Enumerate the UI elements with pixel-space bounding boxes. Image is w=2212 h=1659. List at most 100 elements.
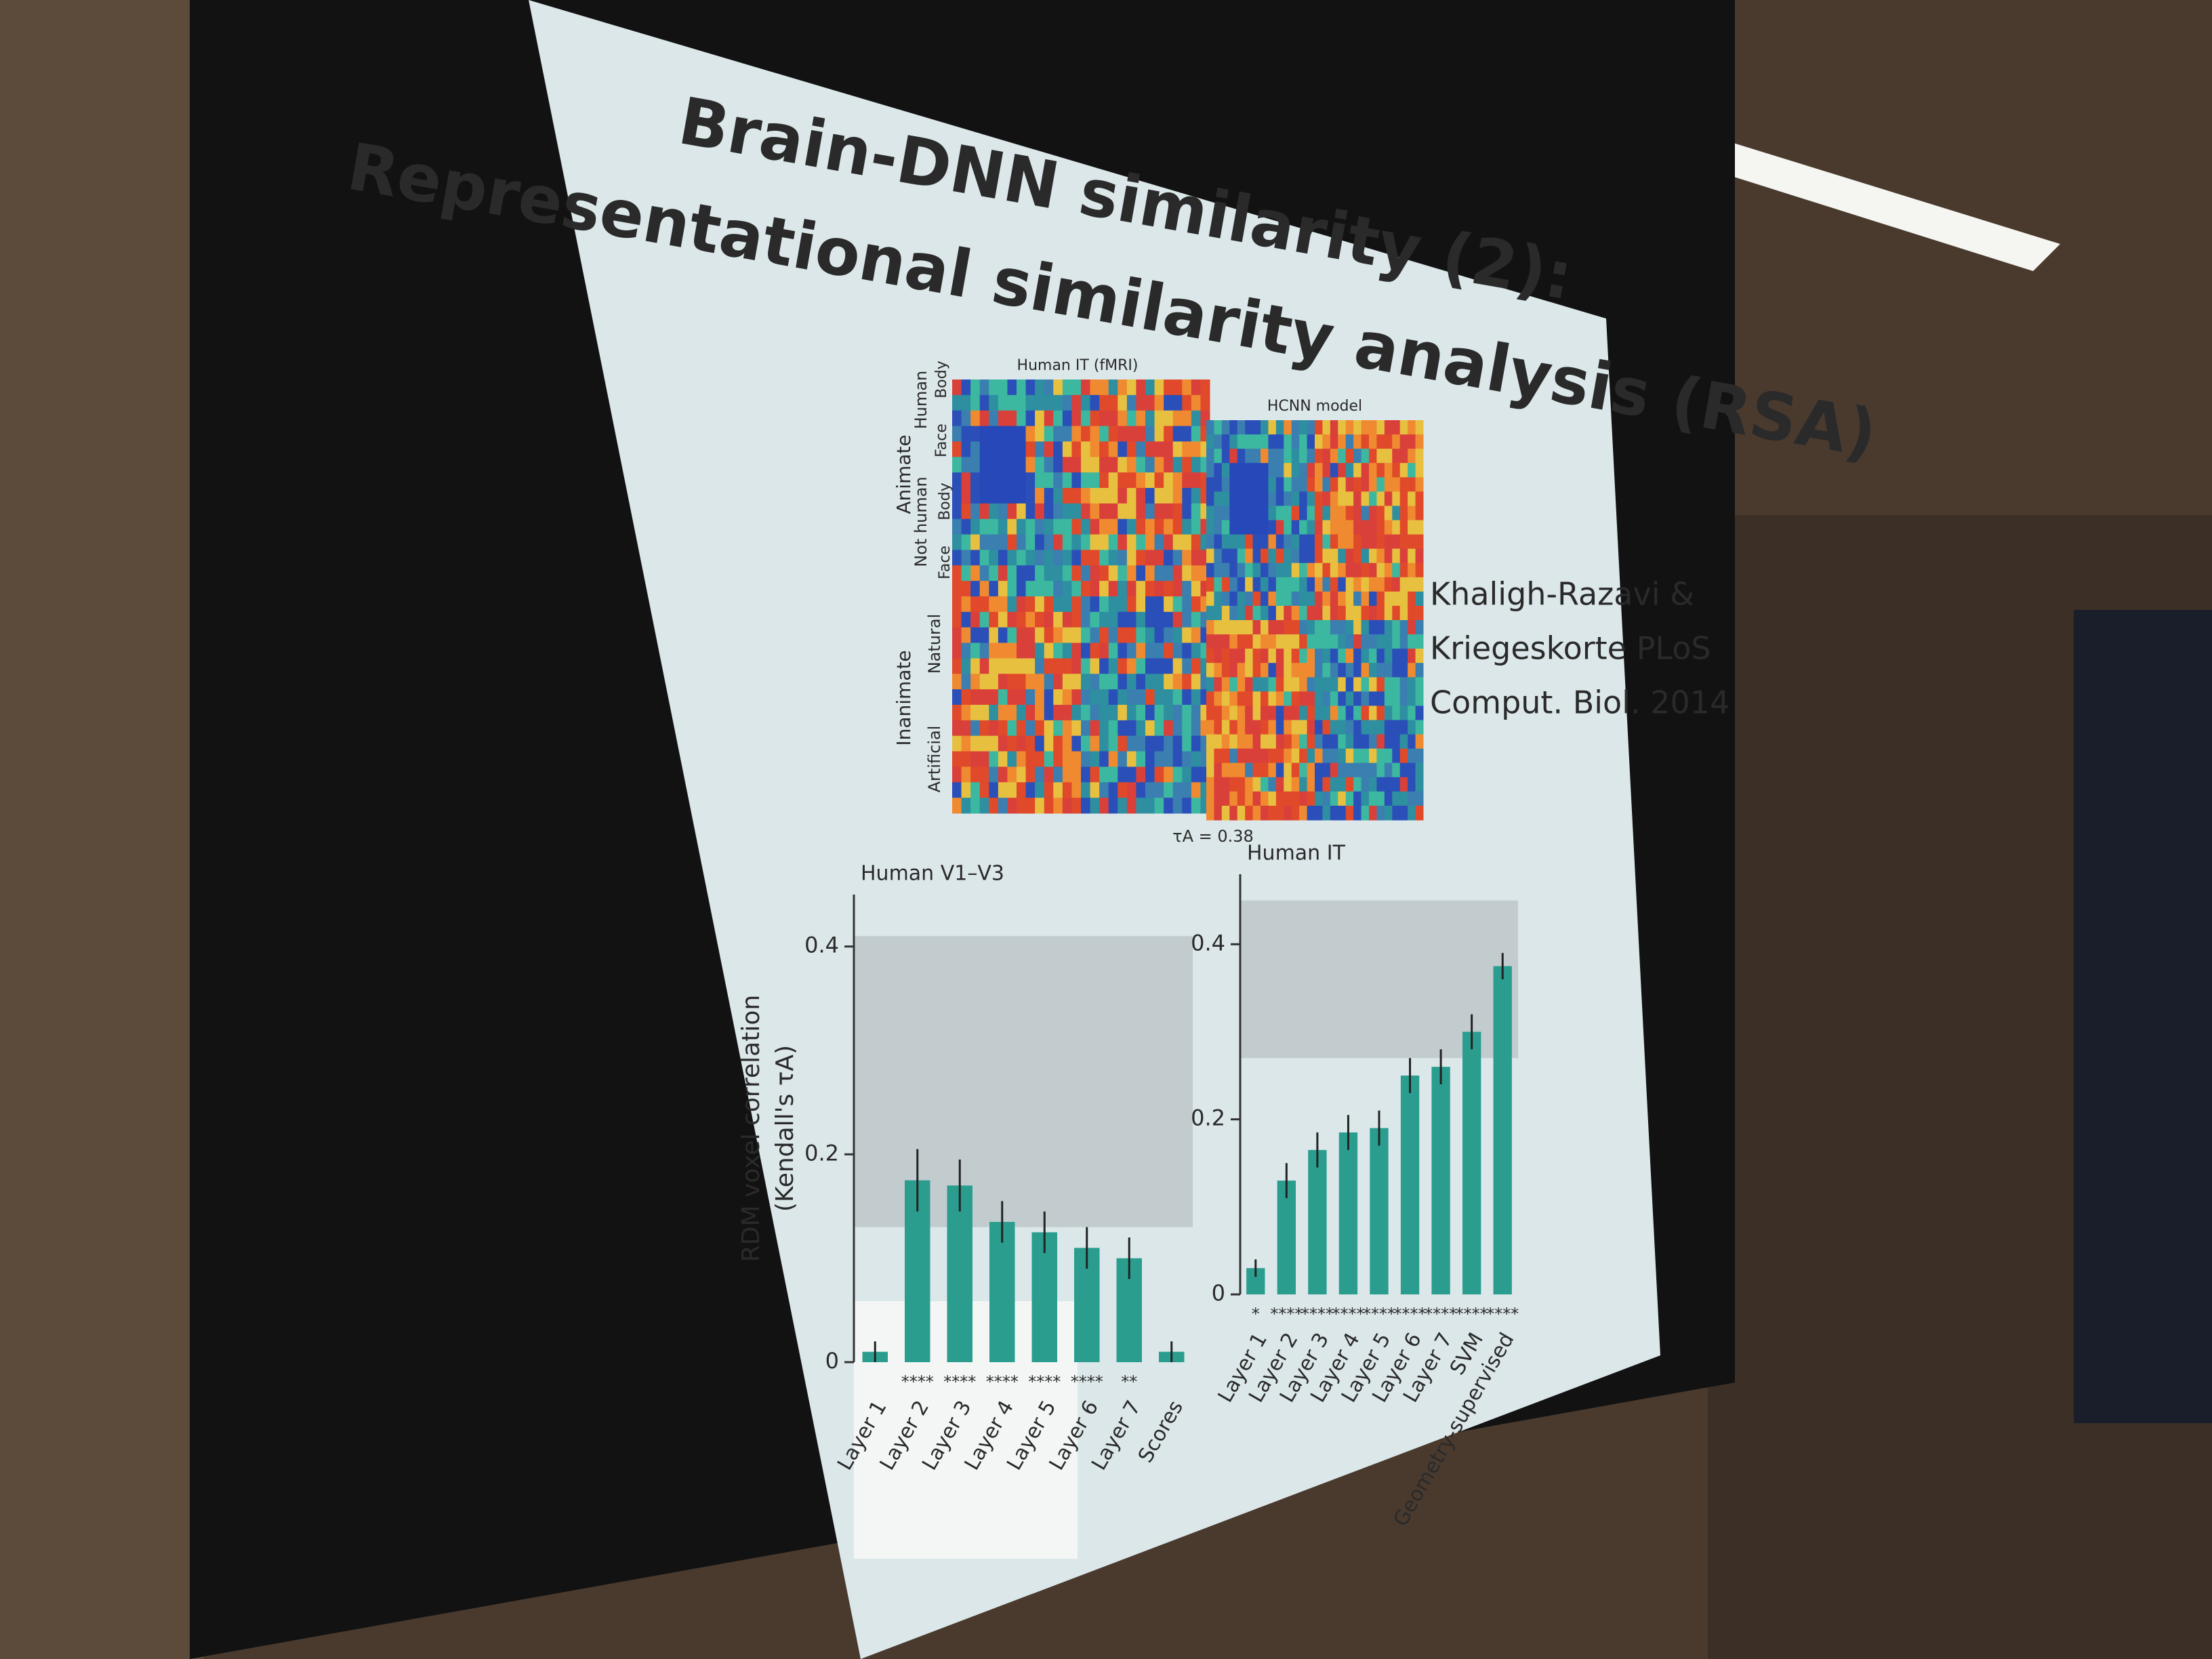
rdm-cell [1206, 791, 1214, 806]
rdm-cell [952, 798, 962, 814]
rdm-cell [1071, 689, 1082, 705]
rdm-cell [1017, 472, 1027, 489]
rdm-cell [1268, 748, 1277, 764]
rdm-cell [1053, 410, 1063, 427]
rdm-cell [1229, 791, 1238, 806]
rdm-cell [1299, 762, 1308, 778]
rdm-cell [1330, 677, 1338, 692]
rdm-cell [1261, 562, 1269, 578]
rdm-cell [1053, 457, 1063, 473]
rdm-cell [1384, 634, 1393, 649]
rdm-cell [1214, 649, 1223, 663]
rdm-cell [989, 550, 999, 566]
rdm-cell [1345, 805, 1354, 821]
rdm-cell [1376, 506, 1385, 520]
rdm-cell [1399, 748, 1408, 764]
rdm-cell [1345, 463, 1354, 478]
rdm-cell [1136, 611, 1146, 628]
rdm-cell [1315, 663, 1323, 678]
rdm-cell [952, 596, 962, 613]
rdm-cell [1007, 518, 1017, 535]
rdm-cell [1108, 441, 1118, 457]
rdm-cell [1392, 634, 1401, 649]
y-axis-label: (Kendall's τA) [771, 1045, 799, 1212]
rdm-cell [1245, 620, 1254, 635]
rdm-cell [1307, 720, 1315, 735]
rdm-cell [1399, 605, 1408, 621]
rdm-cell [1191, 550, 1201, 566]
rdm-cell [952, 518, 962, 535]
rdm-cell [1017, 565, 1027, 581]
rdm-cell [1099, 550, 1109, 566]
rdm-cell [1322, 605, 1331, 621]
rdm-cell [1191, 581, 1201, 597]
rdm-cell [1118, 488, 1128, 504]
rdm-cell [1237, 605, 1246, 621]
rdm-cell [1081, 394, 1091, 411]
rdm-cell [1361, 734, 1370, 750]
rdm-cell [952, 565, 962, 581]
rdm-cell [1330, 520, 1338, 535]
rdm-cell [1099, 689, 1109, 705]
rdm-cell [1053, 689, 1063, 705]
rdm-cell [998, 380, 1008, 396]
rdm-cell [1090, 380, 1100, 396]
rdm-cell [1345, 720, 1354, 735]
rdm-cell [1191, 689, 1201, 705]
rdm-cell [1345, 520, 1354, 535]
rdm-cell [1007, 705, 1017, 721]
significance: **** [986, 1372, 1019, 1391]
rdm-cell [1136, 503, 1146, 520]
rdm-cell [1071, 488, 1082, 504]
rdm-cell [1007, 457, 1017, 473]
rdm-cell [1214, 777, 1223, 792]
rdm-cell [1007, 766, 1017, 783]
rdm-cell [998, 751, 1008, 767]
rdm-cell [1035, 518, 1045, 535]
rdm-cell [1191, 782, 1201, 798]
rdm-cell [1206, 477, 1214, 492]
rdm-cell [1275, 548, 1284, 564]
rdm-cell [1399, 463, 1408, 478]
rdm-cell [1071, 705, 1082, 721]
rdm-cell [1376, 720, 1385, 735]
rdm-cell [1062, 394, 1072, 411]
rdm-cell [1007, 426, 1017, 442]
rdm-cell [1252, 591, 1261, 607]
rdm-cell [1284, 548, 1292, 564]
rdm-cell [1237, 548, 1246, 564]
rdm-cell [1191, 705, 1201, 721]
significance: **** [1486, 1305, 1519, 1324]
rdm-cell [1299, 420, 1308, 435]
rdm-cell [1044, 394, 1054, 411]
rdm-cell [1330, 705, 1338, 720]
rdm-cell [1090, 782, 1100, 798]
rdm-cell [1361, 649, 1370, 663]
rdm-cell [1090, 596, 1100, 613]
rdm-cell [1126, 472, 1136, 489]
rdm-cell [1108, 766, 1118, 783]
rdm-cell [1090, 689, 1100, 705]
significance: **** [1363, 1305, 1395, 1324]
rdm-label: Artificial [925, 726, 944, 793]
rdm-cell [1136, 518, 1146, 535]
rdm-cell [1275, 520, 1284, 535]
rdm-cell [1206, 491, 1214, 506]
rdm-cell [1399, 791, 1408, 806]
rdm-cell [1299, 720, 1308, 735]
bar [989, 1222, 1015, 1362]
rdm-cell [1007, 441, 1017, 457]
rdm-cell [1025, 798, 1036, 814]
rdm-cell [1154, 394, 1164, 411]
rdm-cell [1108, 751, 1118, 767]
rdm-cell [1090, 457, 1100, 473]
rdm-cell [1164, 782, 1174, 798]
rdm-cell [1118, 596, 1128, 613]
rdm-cell [1221, 477, 1230, 492]
rdm-cell [1392, 677, 1401, 692]
rdm-cell [1145, 705, 1155, 721]
rdm-cell [1237, 734, 1246, 750]
rdm-cell [1214, 491, 1223, 506]
rdm-cell [1315, 791, 1323, 806]
